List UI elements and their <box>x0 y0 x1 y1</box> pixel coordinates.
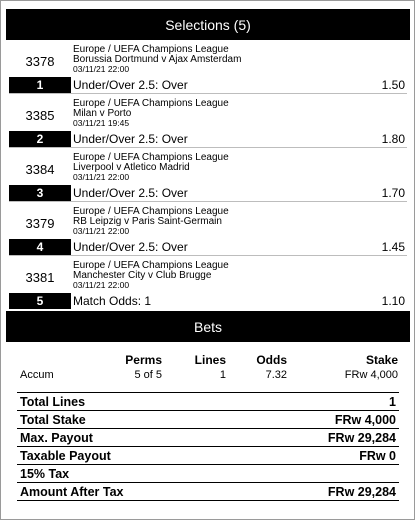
stake-header: Stake <box>365 353 398 367</box>
selection-match: Milan v Porto <box>73 108 132 119</box>
odds-header: Odds <box>256 353 287 367</box>
selection-odds: 1.70 <box>381 186 405 200</box>
selection-number: 1 <box>9 77 71 93</box>
selection-id: 3385 <box>25 108 55 123</box>
amount-after-tax-value: FRw 29,284 <box>327 485 396 499</box>
taxable-payout-value: FRw 0 <box>359 449 396 463</box>
selection-market: Under/Over 2.5: Over <box>73 78 188 92</box>
selection-odds: 1.10 <box>381 294 405 308</box>
selection-number: 2 <box>9 131 71 147</box>
bet-stake: FRw 4,000 <box>344 369 398 381</box>
amount-after-tax-label: Amount After Tax <box>20 485 124 499</box>
total-stake-label: Total Stake <box>20 413 86 427</box>
total-lines-value: 1 <box>389 395 396 409</box>
selections-header: Selections (5) <box>6 9 410 40</box>
selection-number: 3 <box>9 185 71 201</box>
bet-perms: 5 of 5 <box>134 369 162 381</box>
selection-datetime: 03/11/21 22:00 <box>73 226 130 236</box>
selection-league: Europe / UEFA Champions League <box>73 98 229 109</box>
selection-league: Europe / UEFA Champions League <box>73 206 229 217</box>
selection-odds: 1.80 <box>381 132 405 146</box>
tax-row: 15% Tax <box>17 465 399 483</box>
selection-league: Europe / UEFA Champions League <box>73 152 229 163</box>
taxable-payout-row: Taxable Payout FRw 0 <box>17 447 399 465</box>
selection-market: Under/Over 2.5: Over <box>73 132 188 146</box>
max-payout-label: Max. Payout <box>20 431 93 445</box>
bet-lines: 1 <box>219 369 226 381</box>
selection-item[interactable]: 3384 Europe / UEFA Champions League Live… <box>9 150 407 202</box>
taxable-payout-label: Taxable Payout <box>20 449 111 463</box>
selection-datetime: 03/11/21 22:00 <box>73 64 130 74</box>
bet-odds: 7.32 <box>265 369 287 381</box>
selection-datetime: 03/11/21 22:00 <box>73 280 130 290</box>
bets-table: Perms Lines Odds Stake Accum 5 of 5 1 7.… <box>9 351 407 387</box>
selection-odds: 1.50 <box>381 78 405 92</box>
selection-match: Liverpool v Atletico Madrid <box>73 162 190 173</box>
selection-match: Manchester City v Club Brugge <box>73 270 212 281</box>
selection-id: 3379 <box>25 216 55 231</box>
selection-item[interactable]: 3381 Europe / UEFA Champions League Manc… <box>9 258 407 310</box>
max-payout-value: FRw 29,284 <box>327 431 396 445</box>
selection-market: Under/Over 2.5: Over <box>73 186 188 200</box>
selection-market: Under/Over 2.5: Over <box>73 240 188 254</box>
selection-league: Europe / UEFA Champions League <box>73 260 229 271</box>
lines-header: Lines <box>194 353 226 367</box>
selection-datetime: 03/11/21 22:00 <box>73 172 130 182</box>
tax-label: 15% Tax <box>20 467 70 481</box>
total-stake-value: FRw 4,000 <box>334 413 396 427</box>
selection-match: RB Leipzig v Paris Saint-Germain <box>73 216 222 227</box>
total-lines-label: Total Lines <box>20 395 86 409</box>
selection-item[interactable]: 3378 Europe / UEFA Champions League Boru… <box>9 42 407 94</box>
bets-header: Bets <box>6 311 410 342</box>
selection-datetime: 03/11/21 19:45 <box>73 118 130 128</box>
selections-header-label: Selections (5) <box>165 16 251 33</box>
selection-odds: 1.45 <box>381 240 405 254</box>
max-payout-row: Max. Payout FRw 29,284 <box>17 429 399 447</box>
selection-market: Match Odds: 1 <box>73 294 152 308</box>
selection-id: 3381 <box>25 270 55 285</box>
total-lines-row: Total Lines 1 <box>17 393 399 411</box>
selection-number: 4 <box>9 239 71 255</box>
perms-header: Perms <box>125 353 162 367</box>
selection-id: 3384 <box>25 162 55 177</box>
selection-number: 5 <box>9 293 71 309</box>
selection-match: Borussia Dortmund v Ajax Amsterdam <box>73 54 242 65</box>
total-stake-row: Total Stake FRw 4,000 <box>17 411 399 429</box>
totals-table: Total Lines 1 Total Stake FRw 4,000 Max.… <box>17 392 399 501</box>
selection-item[interactable]: 3385 Europe / UEFA Champions League Mila… <box>9 96 407 148</box>
selection-item[interactable]: 3379 Europe / UEFA Champions League RB L… <box>9 204 407 256</box>
bets-header-label: Bets <box>193 318 222 335</box>
amount-after-tax-row: Amount After Tax FRw 29,284 <box>17 483 399 501</box>
selection-id: 3378 <box>25 54 55 69</box>
selection-league: Europe / UEFA Champions League <box>73 44 229 55</box>
bet-type: Accum <box>20 369 54 381</box>
